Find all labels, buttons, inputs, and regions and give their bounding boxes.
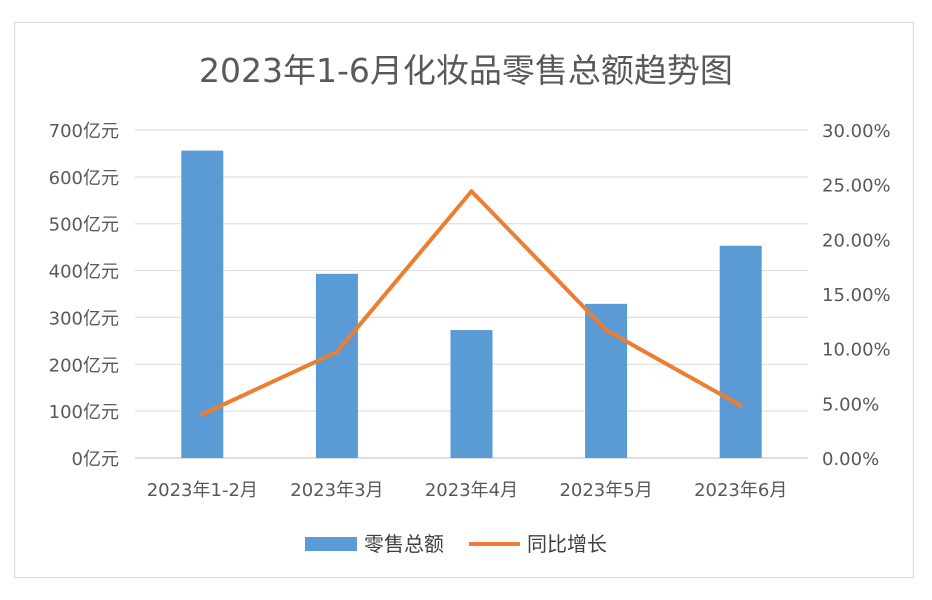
- line-point: [200, 412, 205, 417]
- x-tick-label: 2023年3月: [290, 480, 383, 501]
- bar: [315, 273, 358, 458]
- legend-swatch-bar: [305, 537, 357, 551]
- legend-label-line: 同比增长: [527, 532, 607, 556]
- gridlines: [135, 129, 808, 459]
- left-tick-label: 0亿元: [72, 449, 119, 470]
- left-axis: 0亿元 100亿元 200亿元 300亿元 400亿元 500亿元 600亿元 700亿元: [49, 121, 119, 470]
- right-tick-label: 10.00%: [822, 340, 891, 361]
- bar: [719, 245, 762, 458]
- right-tick-label: 30.00%: [822, 121, 891, 142]
- legend: 零售总额 同比增长: [305, 532, 607, 556]
- right-tick-label: 25.00%: [822, 176, 891, 197]
- x-tick-label: 2023年5月: [559, 480, 652, 501]
- line-point: [469, 189, 474, 194]
- bar: [450, 330, 493, 458]
- left-tick-label: 400亿元: [49, 262, 119, 283]
- bar-series: [181, 150, 762, 459]
- chart-frame: [14, 22, 914, 578]
- right-tick-label: 0.00%: [822, 449, 879, 470]
- left-tick-label: 700亿元: [49, 121, 119, 142]
- x-tick-label: 2023年4月: [425, 480, 518, 501]
- line-series: [200, 189, 743, 417]
- left-tick-label: 100亿元: [49, 402, 119, 423]
- bar: [181, 150, 224, 459]
- line-point: [738, 403, 743, 408]
- line-point: [334, 349, 339, 354]
- right-tick-label: 5.00%: [822, 394, 879, 415]
- left-tick-label: 300亿元: [49, 308, 119, 329]
- right-axis: 0.00% 5.00% 10.00% 15.00% 20.00% 25.00% 30.00%: [822, 121, 891, 470]
- chart-title: 2023年1-6月化妆品零售总额趋势图: [199, 51, 733, 90]
- left-tick-label: 500亿元: [49, 215, 119, 236]
- x-tick-label: 2023年6月: [694, 480, 787, 501]
- right-tick-label: 15.00%: [822, 285, 891, 306]
- x-tick-label: 2023年1-2月: [147, 480, 258, 501]
- line-point: [604, 328, 609, 333]
- bar: [585, 303, 628, 458]
- left-tick-label: 200亿元: [49, 355, 119, 376]
- legend-label-bar: 零售总额: [364, 532, 444, 556]
- left-tick-label: 600亿元: [49, 168, 119, 189]
- x-axis: 2023年1-2月 2023年3月 2023年4月 2023年5月 2023年6月: [147, 480, 788, 501]
- right-tick-label: 20.00%: [822, 230, 891, 251]
